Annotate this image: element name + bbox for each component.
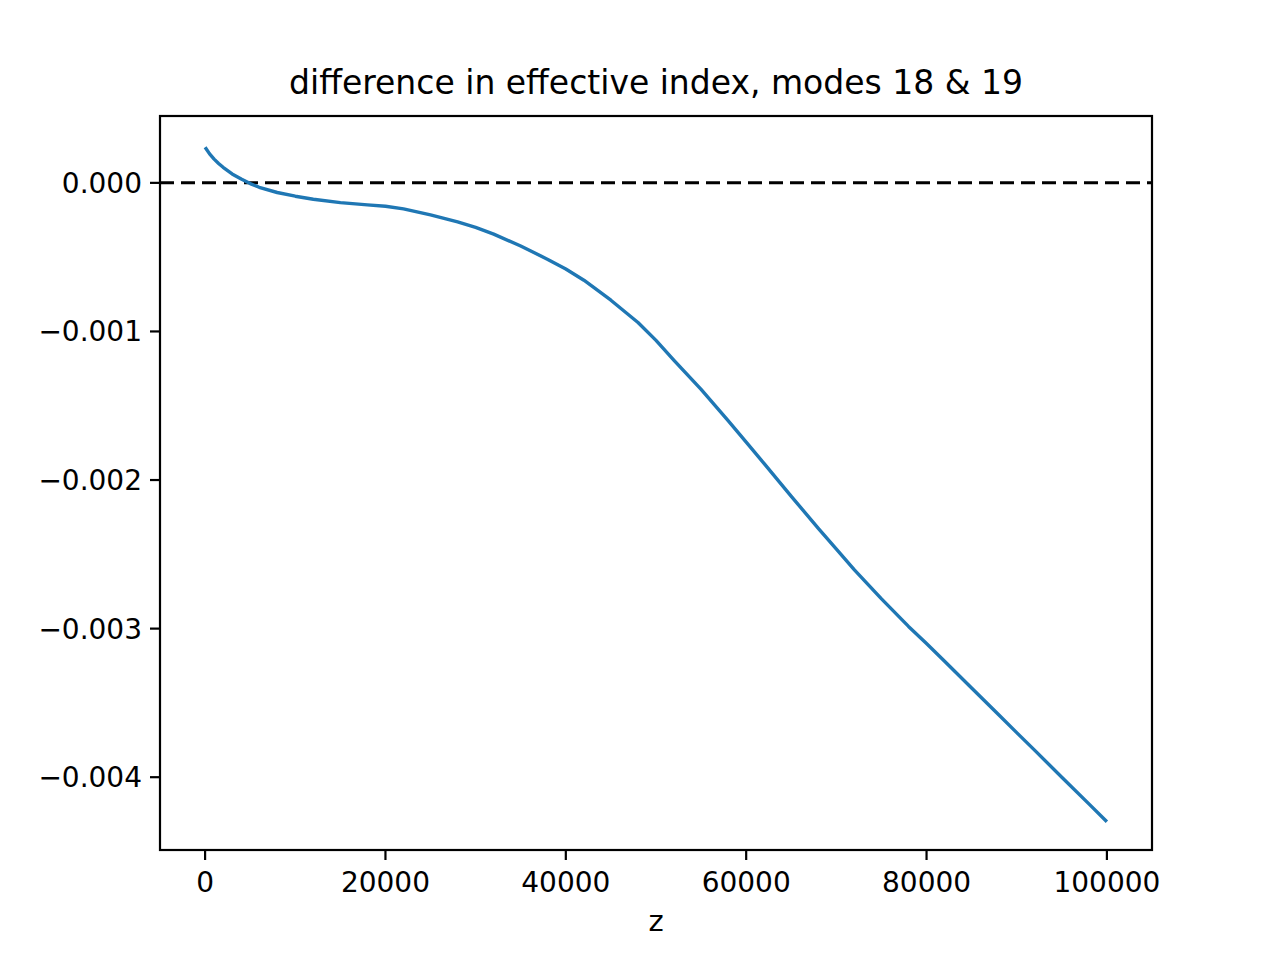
axes-frame: [160, 116, 1152, 850]
x-axis-label: z: [160, 907, 1152, 936]
x-tick-label: 40000: [521, 866, 610, 899]
chart-title: difference in effective index, modes 18 …: [160, 66, 1152, 99]
y-tick-label: −0.004: [38, 761, 142, 794]
x-tick-label: 20000: [341, 866, 430, 899]
y-tick-label: −0.003: [38, 613, 142, 646]
series-line: [205, 147, 1107, 822]
figure: 0 20000 40000 60000 80000 100000 0.000 −0.001 −0…: [0, 0, 1280, 960]
y-tick-label: −0.001: [38, 315, 142, 348]
y-tick-label: −0.002: [38, 464, 142, 497]
x-tick-label: 0: [196, 866, 214, 899]
chart-canvas: 0 20000 40000 60000 80000 100000 0.000 −0.001 −0…: [0, 0, 1280, 960]
y-tick-label: 0.000: [62, 167, 142, 200]
x-tick-label: 80000: [882, 866, 971, 899]
x-tick-label: 60000: [702, 866, 791, 899]
x-tick-label: 100000: [1053, 866, 1160, 899]
